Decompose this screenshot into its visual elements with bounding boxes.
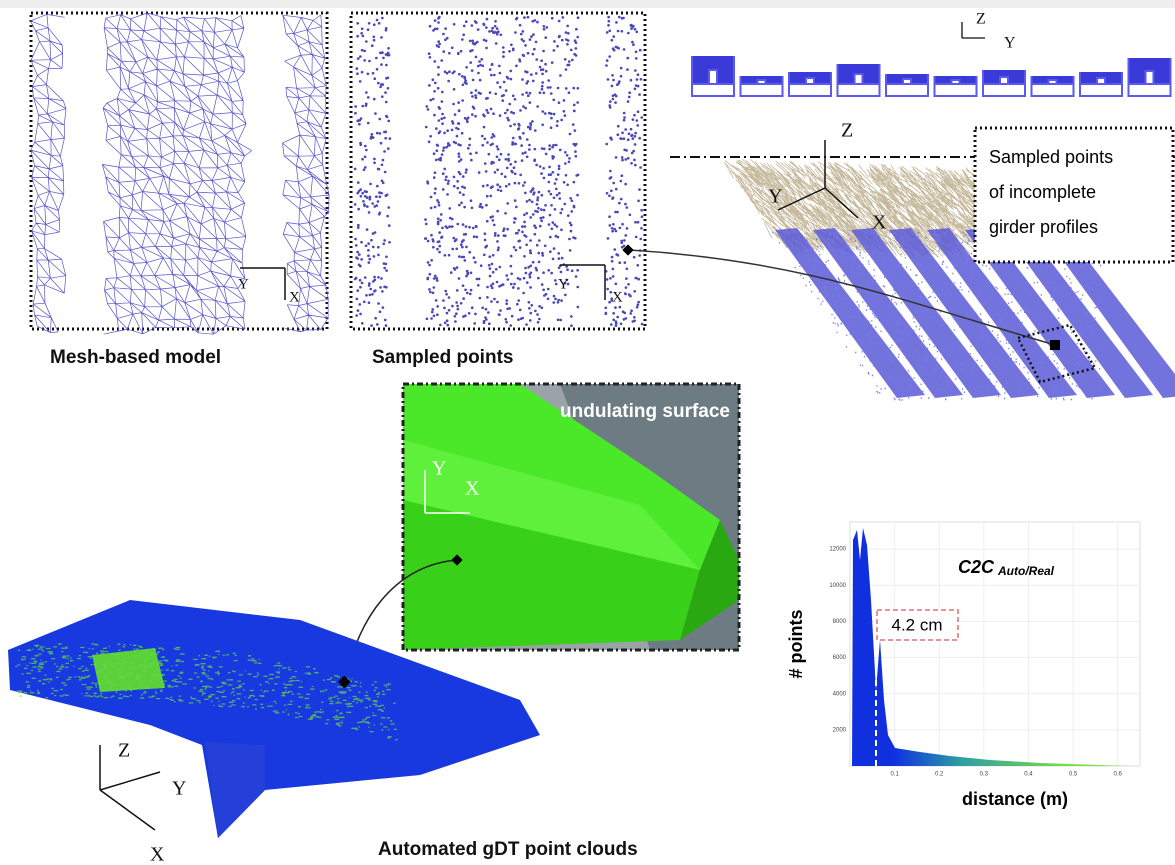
axis-label: Z	[118, 740, 130, 762]
axis-label: X	[872, 212, 887, 234]
axis-label: Z	[976, 11, 986, 28]
y-tick-label: 8000	[833, 619, 847, 625]
y-tick-label: 4000	[833, 691, 847, 697]
marker	[1050, 340, 1060, 350]
annotation: 4.2 cm	[891, 615, 942, 634]
title-subscript: Auto/Real	[997, 564, 1055, 578]
axis-label: X	[289, 289, 300, 305]
panel-label: Mesh-based model	[50, 347, 221, 368]
x-tick-label: 0.4	[1024, 772, 1033, 778]
x-tick-label: 0.3	[980, 772, 989, 778]
top-strip	[0, 0, 1175, 8]
title-main: C2C	[958, 557, 995, 577]
axis-label: Y	[238, 276, 249, 292]
figure: Mesh-based model Sampled points Y X Y X …	[0, 0, 1175, 865]
axis-label: Y	[768, 186, 782, 208]
x-tick-label: 0.1	[890, 772, 899, 778]
callout-text: of incomplete	[989, 182, 1096, 202]
y-axis-label: # points	[786, 609, 806, 678]
y-tick-label: 6000	[833, 655, 847, 661]
y-tick-label: 2000	[833, 727, 847, 733]
axis-label: X	[150, 844, 165, 865]
axis-label: Y	[558, 276, 569, 292]
panel-label: Automated gDT point clouds	[378, 839, 638, 860]
x-tick-label: 0.6	[1114, 772, 1123, 778]
axis-label: Z	[841, 120, 853, 142]
render-panel: undulating surface Y X	[345, 384, 739, 682]
axis-label: Y	[1004, 35, 1016, 52]
render-label: undulating surface	[560, 401, 730, 422]
x-tick-label: 0.2	[935, 772, 944, 778]
axis-label: Y	[432, 458, 446, 480]
y-tick-label: 10000	[829, 583, 846, 589]
callout-text: girder profiles	[989, 217, 1098, 237]
panel-label: Sampled points	[372, 347, 513, 368]
callout-text: Sampled points	[989, 147, 1113, 167]
x-axis-label: distance (m)	[962, 789, 1068, 809]
axis-label: X	[465, 478, 480, 500]
axis-label: Y	[172, 778, 186, 800]
axis-label: X	[612, 289, 623, 305]
y-tick-label: 12000	[829, 547, 846, 553]
x-tick-label: 0.5	[1069, 772, 1078, 778]
mesh-frame	[31, 13, 327, 329]
